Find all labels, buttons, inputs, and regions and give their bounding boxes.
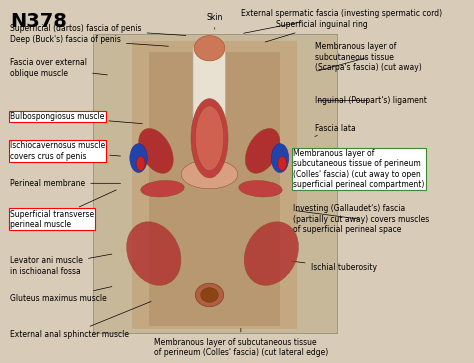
Text: External spermatic fascia (investing spermatic cord): External spermatic fascia (investing spe… (241, 9, 442, 33)
Text: Superficial transverse
perineal muscle: Superficial transverse perineal muscle (10, 190, 117, 229)
Text: Membranous layer of subcutaneous tissue
of perineum (Colles' fascia) (cut latera: Membranous layer of subcutaneous tissue … (154, 329, 328, 357)
Ellipse shape (191, 99, 228, 178)
Text: Superficial inguinal ring: Superficial inguinal ring (265, 20, 367, 42)
Ellipse shape (141, 180, 184, 197)
FancyBboxPatch shape (193, 46, 226, 140)
Text: External anal sphincter muscle: External anal sphincter muscle (10, 301, 151, 339)
Text: Levator ani muscle
in ischioanal fossa: Levator ani muscle in ischioanal fossa (10, 254, 112, 276)
Text: Skin: Skin (207, 13, 223, 29)
Ellipse shape (139, 129, 173, 173)
Ellipse shape (271, 144, 289, 172)
Text: Inguinal (Poupart's) ligament: Inguinal (Poupart's) ligament (315, 96, 427, 105)
Ellipse shape (181, 160, 238, 189)
Ellipse shape (194, 36, 225, 61)
FancyBboxPatch shape (93, 34, 337, 333)
Text: Membranous layer of
subcutaneous tissue of perineum
(Colles' fascia) (cut away t: Membranous layer of subcutaneous tissue … (293, 149, 425, 189)
Text: Ischial tuberosity: Ischial tuberosity (292, 261, 376, 273)
Text: Fascia lata: Fascia lata (315, 124, 356, 136)
Ellipse shape (278, 156, 287, 171)
Text: Ischiocavernosus muscle
covers crus of penis: Ischiocavernosus muscle covers crus of p… (10, 141, 120, 160)
Ellipse shape (244, 222, 299, 285)
Ellipse shape (201, 288, 218, 302)
Text: Bulbospongiosus muscle: Bulbospongiosus muscle (10, 112, 142, 124)
Text: Deep (Buck's) fascia of penis: Deep (Buck's) fascia of penis (10, 35, 168, 46)
Ellipse shape (246, 129, 280, 173)
FancyBboxPatch shape (132, 41, 298, 329)
Ellipse shape (137, 156, 145, 171)
Ellipse shape (239, 180, 282, 197)
Text: Perineal membrane: Perineal membrane (10, 179, 120, 188)
Text: Fascia over external
oblique muscle: Fascia over external oblique muscle (10, 58, 108, 78)
Ellipse shape (195, 106, 224, 171)
Text: Gluteus maximus muscle: Gluteus maximus muscle (10, 286, 112, 303)
Text: Membranous layer of
subcutaneous tissue
(Scarpa's fascia) (cut away): Membranous layer of subcutaneous tissue … (315, 42, 422, 72)
Text: N378: N378 (10, 12, 67, 31)
Ellipse shape (195, 283, 224, 307)
Ellipse shape (127, 222, 181, 285)
Ellipse shape (130, 144, 147, 172)
FancyBboxPatch shape (149, 52, 280, 326)
Text: Investing (Gallaudet's) fascia
(partially cut away) covers muscles
of superficia: Investing (Gallaudet's) fascia (partiall… (293, 204, 429, 234)
Text: Superficial (dartos) fascia of penis: Superficial (dartos) fascia of penis (10, 24, 186, 36)
